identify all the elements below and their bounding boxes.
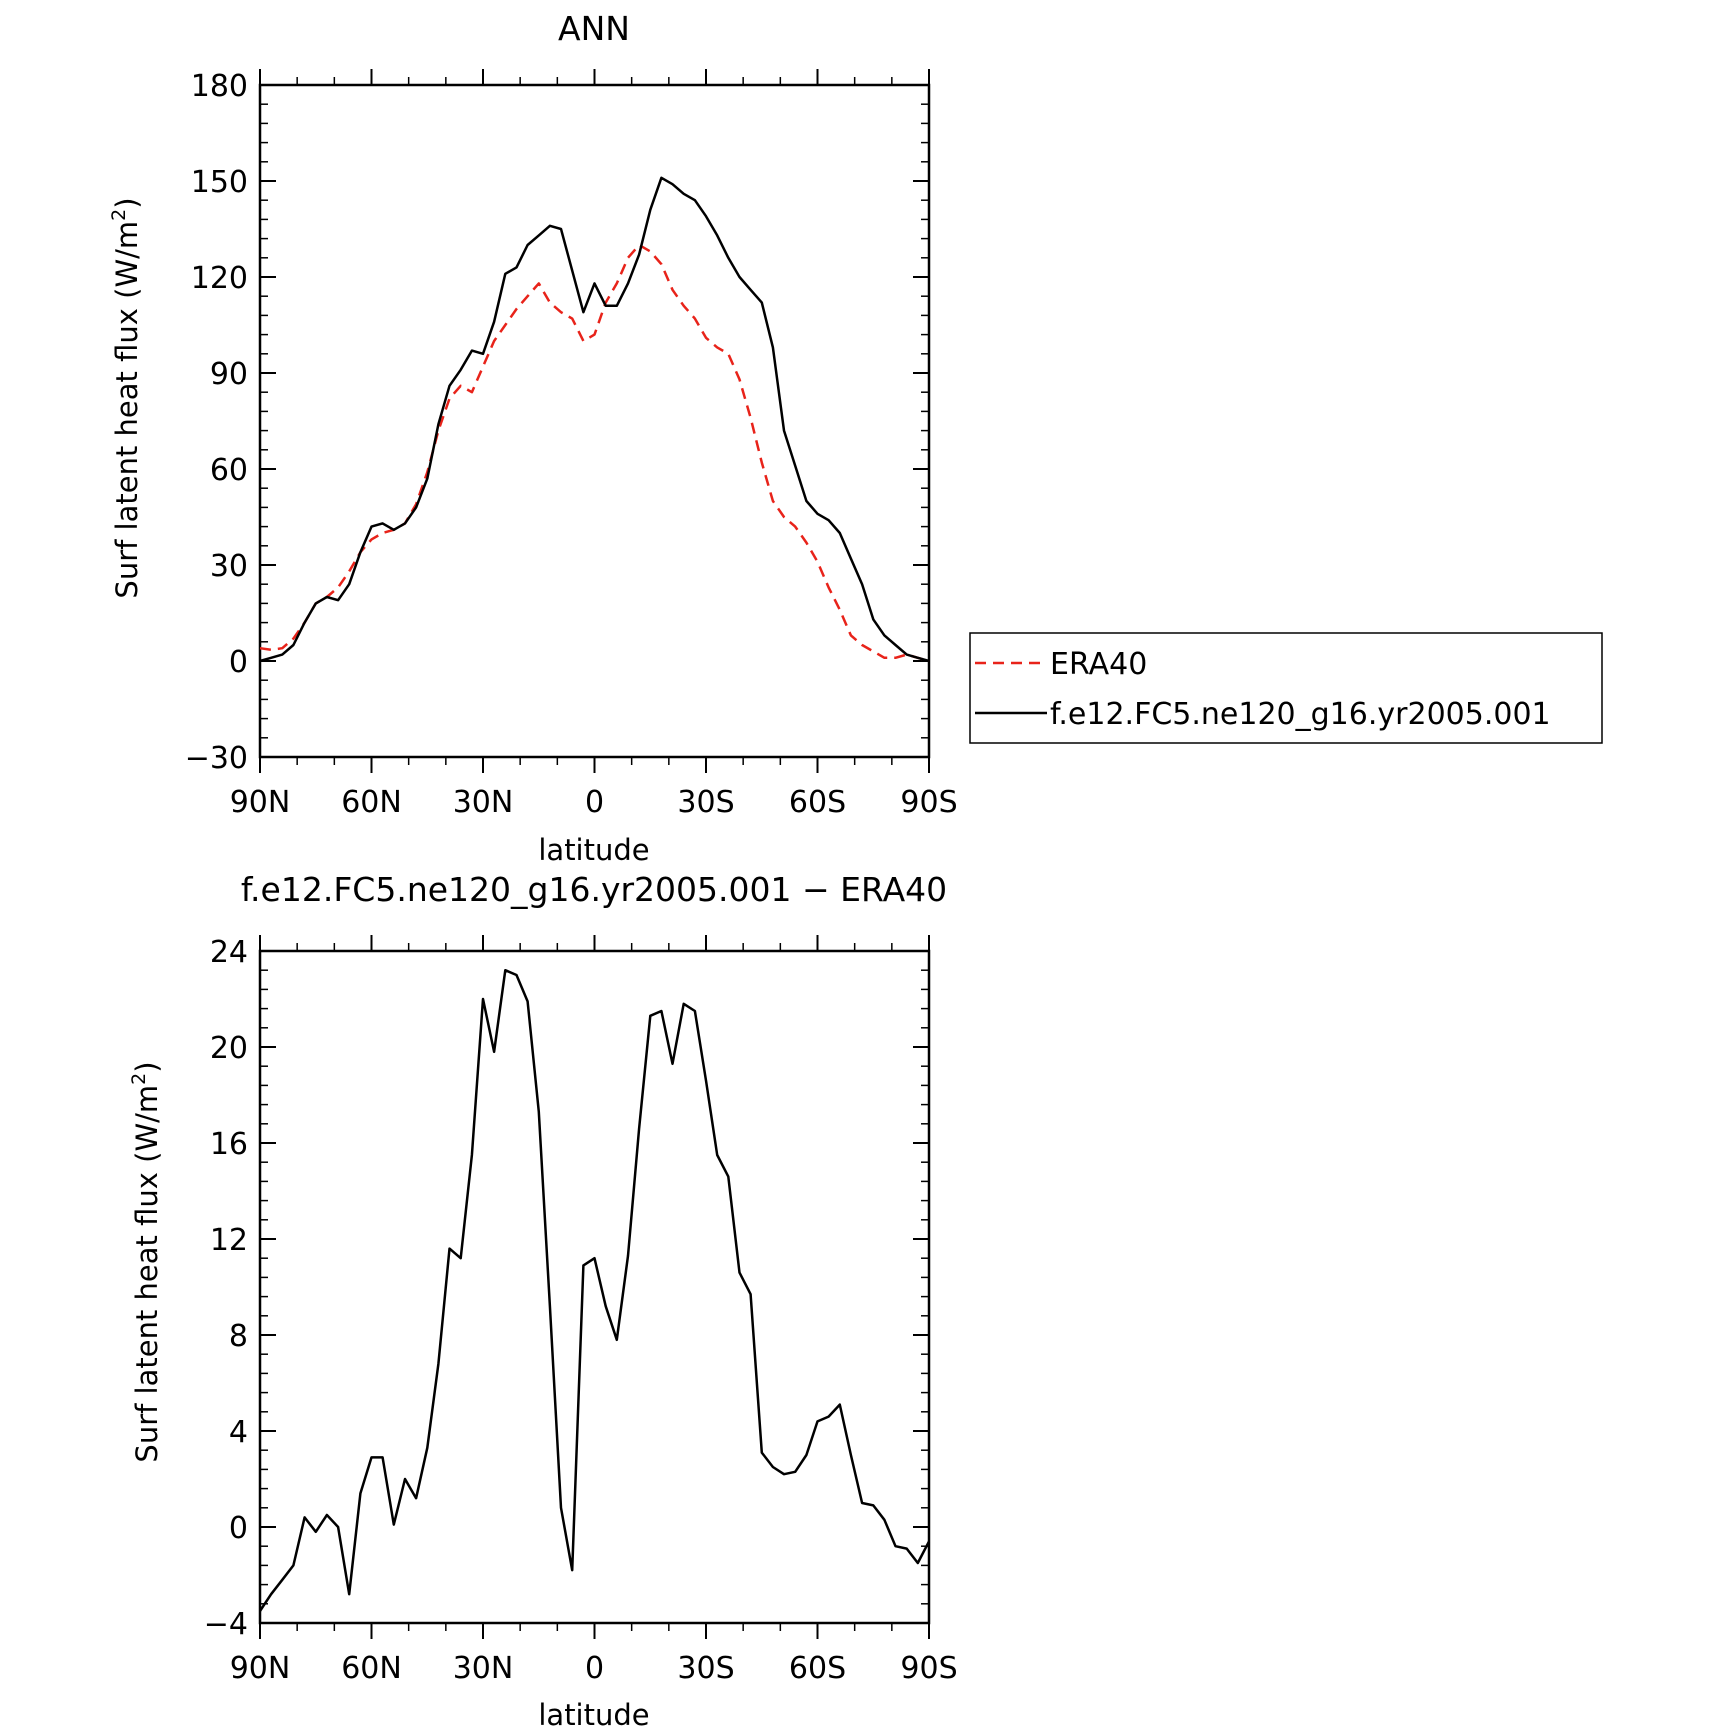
- top-xtick-label: 60S: [789, 785, 846, 820]
- top-ytick-label: 120: [191, 261, 248, 296]
- bottom-ytick-label: 8: [229, 1319, 248, 1354]
- top-xtick-label: 90S: [900, 785, 957, 820]
- bottom-ytick-label: 24: [210, 935, 248, 970]
- top-y-axis-label: Surf latent heat flux (W/m2): [108, 197, 144, 598]
- bottom-ytick-label: 16: [210, 1127, 248, 1162]
- bottom-xtick-label: 0: [585, 1651, 604, 1686]
- top-plot-frame: [258, 83, 931, 759]
- top-ytick-label: 60: [210, 453, 248, 488]
- legend-label-era40: ERA40: [1050, 647, 1147, 682]
- bottom-plot-frame: [258, 949, 931, 1625]
- top-ytick-label: 150: [191, 165, 248, 200]
- bottom-xtick-label: 90N: [230, 1651, 291, 1686]
- top-y-axis-label-close: ): [110, 197, 144, 208]
- bottom-plot-area: −4 0 4 8 12 16 20 24 90N 60N 30N 0 30S 60S 90S: [204, 935, 958, 1686]
- top-xtick-label: 60N: [341, 785, 402, 820]
- top-xtick-label: 30N: [453, 785, 514, 820]
- top-series-era40-line: [259, 243, 930, 663]
- top-ytick-label: 30: [210, 549, 248, 584]
- bottom-ytick-label: 0: [229, 1511, 248, 1546]
- bottom-y-axis-label-close: ): [130, 1061, 164, 1072]
- bottom-ytick-label: 12: [210, 1223, 248, 1258]
- top-xtick-label: 90N: [230, 785, 291, 820]
- top-y-axis-label-text: Surf latent heat flux (W/m: [110, 221, 144, 599]
- bottom-xtick-label: 30N: [453, 1651, 514, 1686]
- bottom-y-axis-label-sup: 2: [128, 1073, 150, 1085]
- bottom-y-axis-label: Surf latent heat flux (W/m2): [128, 1061, 164, 1462]
- top-ytick-label: 180: [191, 69, 248, 104]
- top-series-model-line: [259, 176, 930, 663]
- bottom-panel: f.e12.FC5.ne120_g16.yr2005.001 − ERA40 −…: [128, 870, 958, 1732]
- top-panel-title: ANN: [558, 9, 630, 48]
- top-plot-area: −30 0 30 60 90 120 150 180 90N 60N 30N 0 30S 60S 90S: [185, 69, 958, 820]
- bottom-xtick-label: 60N: [341, 1651, 402, 1686]
- legend-box: [969, 632, 1603, 744]
- top-y-axis-label-sup: 2: [108, 209, 130, 221]
- top-xtick-label: 0: [585, 785, 604, 820]
- bottom-ytick-label: −4: [204, 1607, 248, 1642]
- top-x-axis-label: latitude: [538, 833, 649, 867]
- top-ytick-label: −30: [185, 741, 248, 776]
- bottom-series-difference-line: [258, 968, 931, 1612]
- top-ytick-label: 90: [210, 357, 248, 392]
- top-ytick-label: 0: [229, 645, 248, 680]
- bottom-xtick-label: 90S: [900, 1651, 957, 1686]
- legend: ERA40 f.e12.FC5.ne120_g16.yr2005.001: [969, 632, 1603, 744]
- bottom-xtick-label: 30S: [677, 1651, 734, 1686]
- top-panel: ANN −30 0 30 60 90 120 150 180 90N 60N 30N 0 30S 60S 9…: [108, 9, 1603, 867]
- top-xtick-label: 30S: [677, 785, 734, 820]
- bottom-ytick-label: 20: [210, 1031, 248, 1066]
- bottom-y-axis-label-text: Surf latent heat flux (W/m: [130, 1085, 164, 1463]
- bottom-xtick-label: 60S: [789, 1651, 846, 1686]
- legend-label-model: f.e12.FC5.ne120_g16.yr2005.001: [1050, 697, 1551, 732]
- bottom-x-axis-label: latitude: [538, 1698, 649, 1732]
- bottom-ytick-label: 4: [229, 1415, 248, 1450]
- bottom-panel-title: f.e12.FC5.ne120_g16.yr2005.001 − ERA40: [241, 870, 947, 909]
